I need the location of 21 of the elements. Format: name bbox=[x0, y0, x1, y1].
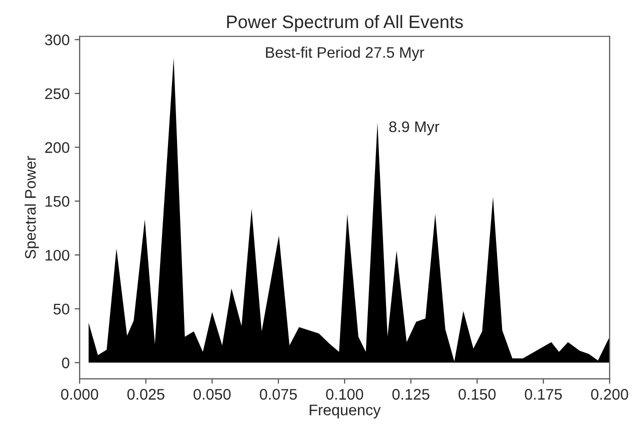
x-tick-label: 0.025 bbox=[127, 388, 164, 400]
annotation: Best-fit Period 27.5 Myr bbox=[266, 46, 424, 61]
x-tick-label: 0.075 bbox=[260, 388, 297, 400]
x-tick-label: 0.175 bbox=[524, 388, 562, 400]
annotation: 8.9 Myr bbox=[389, 121, 440, 136]
x-tick-label: 0.150 bbox=[458, 388, 496, 400]
x-tick-label: 0.125 bbox=[392, 388, 430, 400]
y-tick-label: 0 bbox=[62, 357, 70, 368]
x-tick-label: 0.050 bbox=[194, 388, 231, 400]
x-axis-title: Frequency bbox=[310, 404, 381, 418]
y-tick-label: 250 bbox=[45, 88, 70, 100]
y-tick-label: 100 bbox=[46, 250, 70, 261]
x-tick-label: 0.100 bbox=[326, 388, 364, 400]
y-tick-label: 50 bbox=[54, 304, 70, 314]
y-tick-label: 150 bbox=[46, 196, 70, 207]
y-axis-title: Spectral Power bbox=[24, 156, 39, 259]
x-tick-label: 0.200 bbox=[591, 388, 628, 400]
x-tick-label: 0.000 bbox=[61, 388, 98, 400]
y-tick-label: 300 bbox=[45, 34, 70, 46]
y-tick-label: 200 bbox=[45, 142, 70, 153]
chart-title: Power Spectrum of All Events bbox=[227, 14, 463, 32]
